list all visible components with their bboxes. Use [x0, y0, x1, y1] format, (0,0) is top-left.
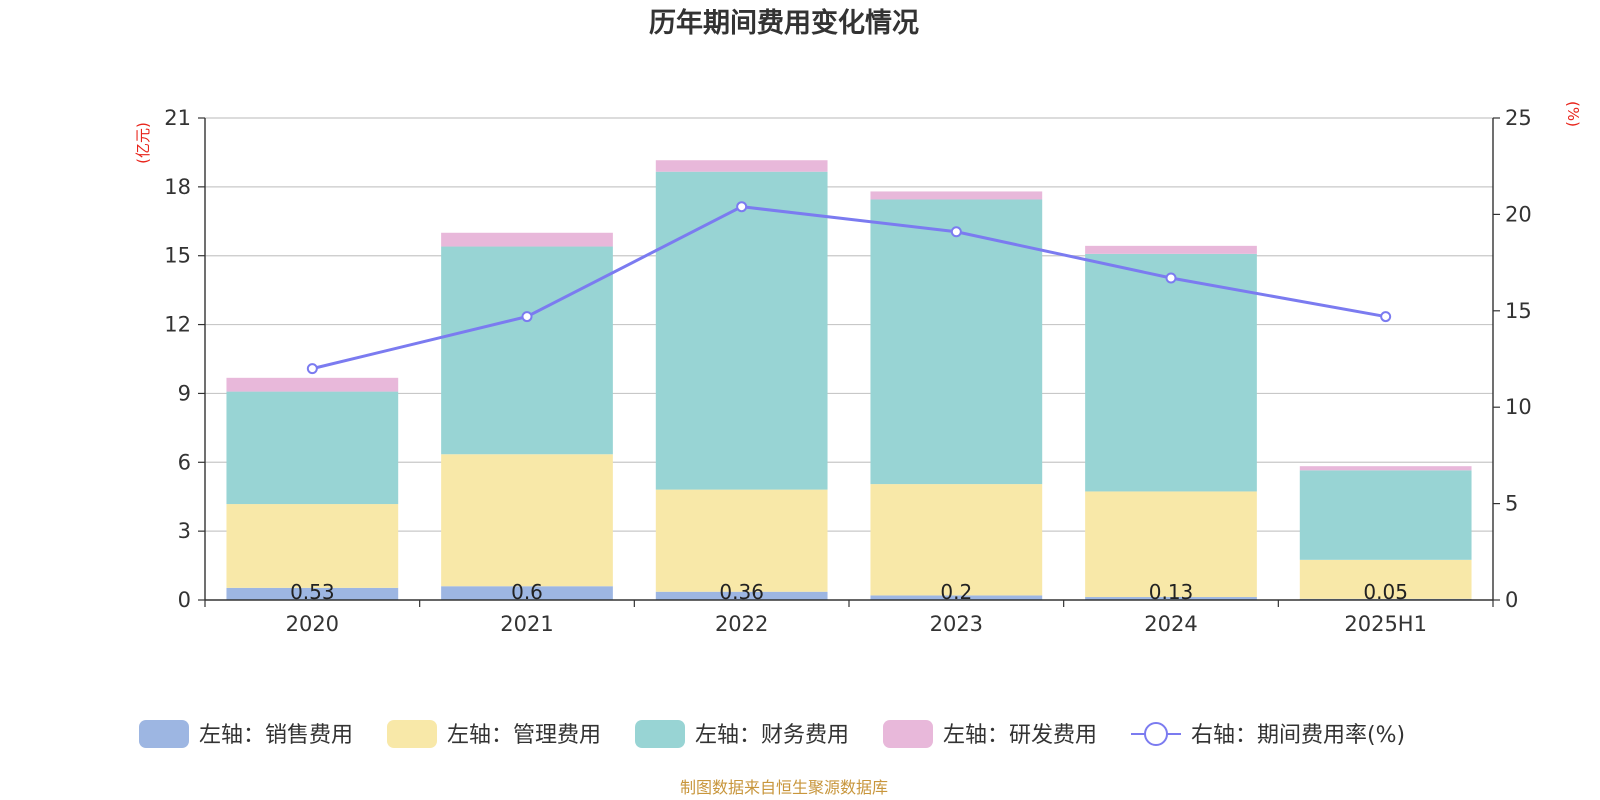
right-tick-label: 25: [1505, 106, 1532, 130]
bar-segment: [1085, 245, 1257, 254]
bar-data-label: 0.6: [511, 580, 543, 604]
bar-segment: [441, 586, 613, 600]
x-tick-label: 2025H1: [1344, 612, 1427, 636]
left-tick-label: 0: [178, 588, 191, 612]
bar-segment: [226, 377, 399, 392]
bar-segment: [1299, 470, 1472, 560]
bar-segment: [226, 587, 399, 600]
data-labels: 0.53 0.6 0.36 0.2 0.13 0.05: [290, 580, 1408, 604]
bar-segment: [870, 199, 1043, 485]
bar-segment: [655, 489, 828, 592]
right-axis-unit: (%): [1564, 101, 1582, 127]
bar-segment: [1085, 597, 1257, 600]
left-tick-label: 18: [164, 175, 191, 199]
bar-segment: [870, 484, 1043, 596]
right-tick-label: 10: [1505, 395, 1532, 419]
rate-point: [736, 201, 748, 213]
legend-label: 右轴：期间费用率(%): [1191, 723, 1405, 748]
legend-label: 左轴：管理费用: [447, 723, 601, 748]
rate-point: [306, 363, 318, 375]
source-note: 制图数据来自恒生聚源数据库: [680, 778, 888, 797]
rate-line: [306, 201, 1392, 375]
right-tick-label: 5: [1505, 492, 1518, 516]
bar-segment: [226, 391, 399, 505]
left-tick-label: 3: [178, 519, 191, 543]
bar-segment: [655, 160, 828, 172]
legend-marker: [1144, 722, 1168, 746]
x-tick-label: 2023: [930, 612, 983, 636]
legend-swatch: [635, 720, 685, 748]
legend-swatch: [139, 720, 189, 748]
right-tick-label: 20: [1505, 202, 1532, 226]
chart-title: 历年期间费用变化情况: [649, 7, 919, 39]
rate-point: [1165, 272, 1177, 284]
left-tick-label: 9: [178, 381, 191, 405]
rate-point: [521, 311, 533, 323]
x-tick-label: 2022: [715, 612, 768, 636]
bar-data-label: 0.36: [719, 580, 764, 604]
left-tick-label: 12: [164, 313, 191, 337]
bar-data-label: 0.13: [1149, 580, 1194, 604]
bar-segment: [1085, 253, 1257, 492]
right-tick-label: 15: [1505, 299, 1532, 323]
legend-swatch: [387, 720, 437, 748]
left-tick-label: 21: [164, 106, 191, 130]
bar-segment: [655, 171, 828, 490]
bar-segment: [441, 454, 613, 587]
bar-segment: [870, 191, 1043, 200]
axes: 0 3 6 9 12 15 18 21 0 5 10 15 20 25 2020 2021 2022 2023 20…: [164, 106, 1531, 636]
bar-segment: [655, 591, 828, 600]
bar-segment: [226, 504, 399, 588]
bar-segment: [1299, 466, 1472, 471]
bar-segment: [441, 232, 613, 247]
legend-label: 左轴：销售费用: [199, 723, 353, 748]
bars: [226, 160, 1472, 600]
legend-label: 左轴：财务费用: [695, 723, 849, 748]
legend-swatch: [883, 720, 933, 748]
bar-segment: [441, 246, 613, 455]
legend-label: 左轴：研发费用: [943, 723, 1097, 748]
x-tick-label: 2024: [1144, 612, 1197, 636]
bar-data-label: 0.05: [1363, 580, 1408, 604]
grid-lines: [205, 117, 1493, 532]
x-tick-label: 2020: [286, 612, 339, 636]
x-tick-label: 2021: [500, 612, 553, 636]
right-tick-label: 0: [1505, 588, 1518, 612]
rate-line-path: [311, 205, 1386, 371]
bar-data-label: 0.53: [290, 580, 335, 604]
bar-segment: [1085, 491, 1257, 598]
legend: 左轴：销售费用 左轴：管理费用 左轴：财务费用 左轴：研发费用 右轴：期间费用率(%): [139, 720, 1405, 748]
rate-point: [950, 226, 962, 238]
left-tick-label: 15: [164, 244, 191, 268]
rate-point: [1380, 311, 1392, 323]
left-axis-unit: (亿元): [134, 122, 152, 164]
bar-segment: [1299, 559, 1472, 599]
bar-segment: [870, 595, 1043, 600]
left-tick-label: 6: [178, 450, 191, 474]
bar-data-label: 0.2: [940, 580, 972, 604]
